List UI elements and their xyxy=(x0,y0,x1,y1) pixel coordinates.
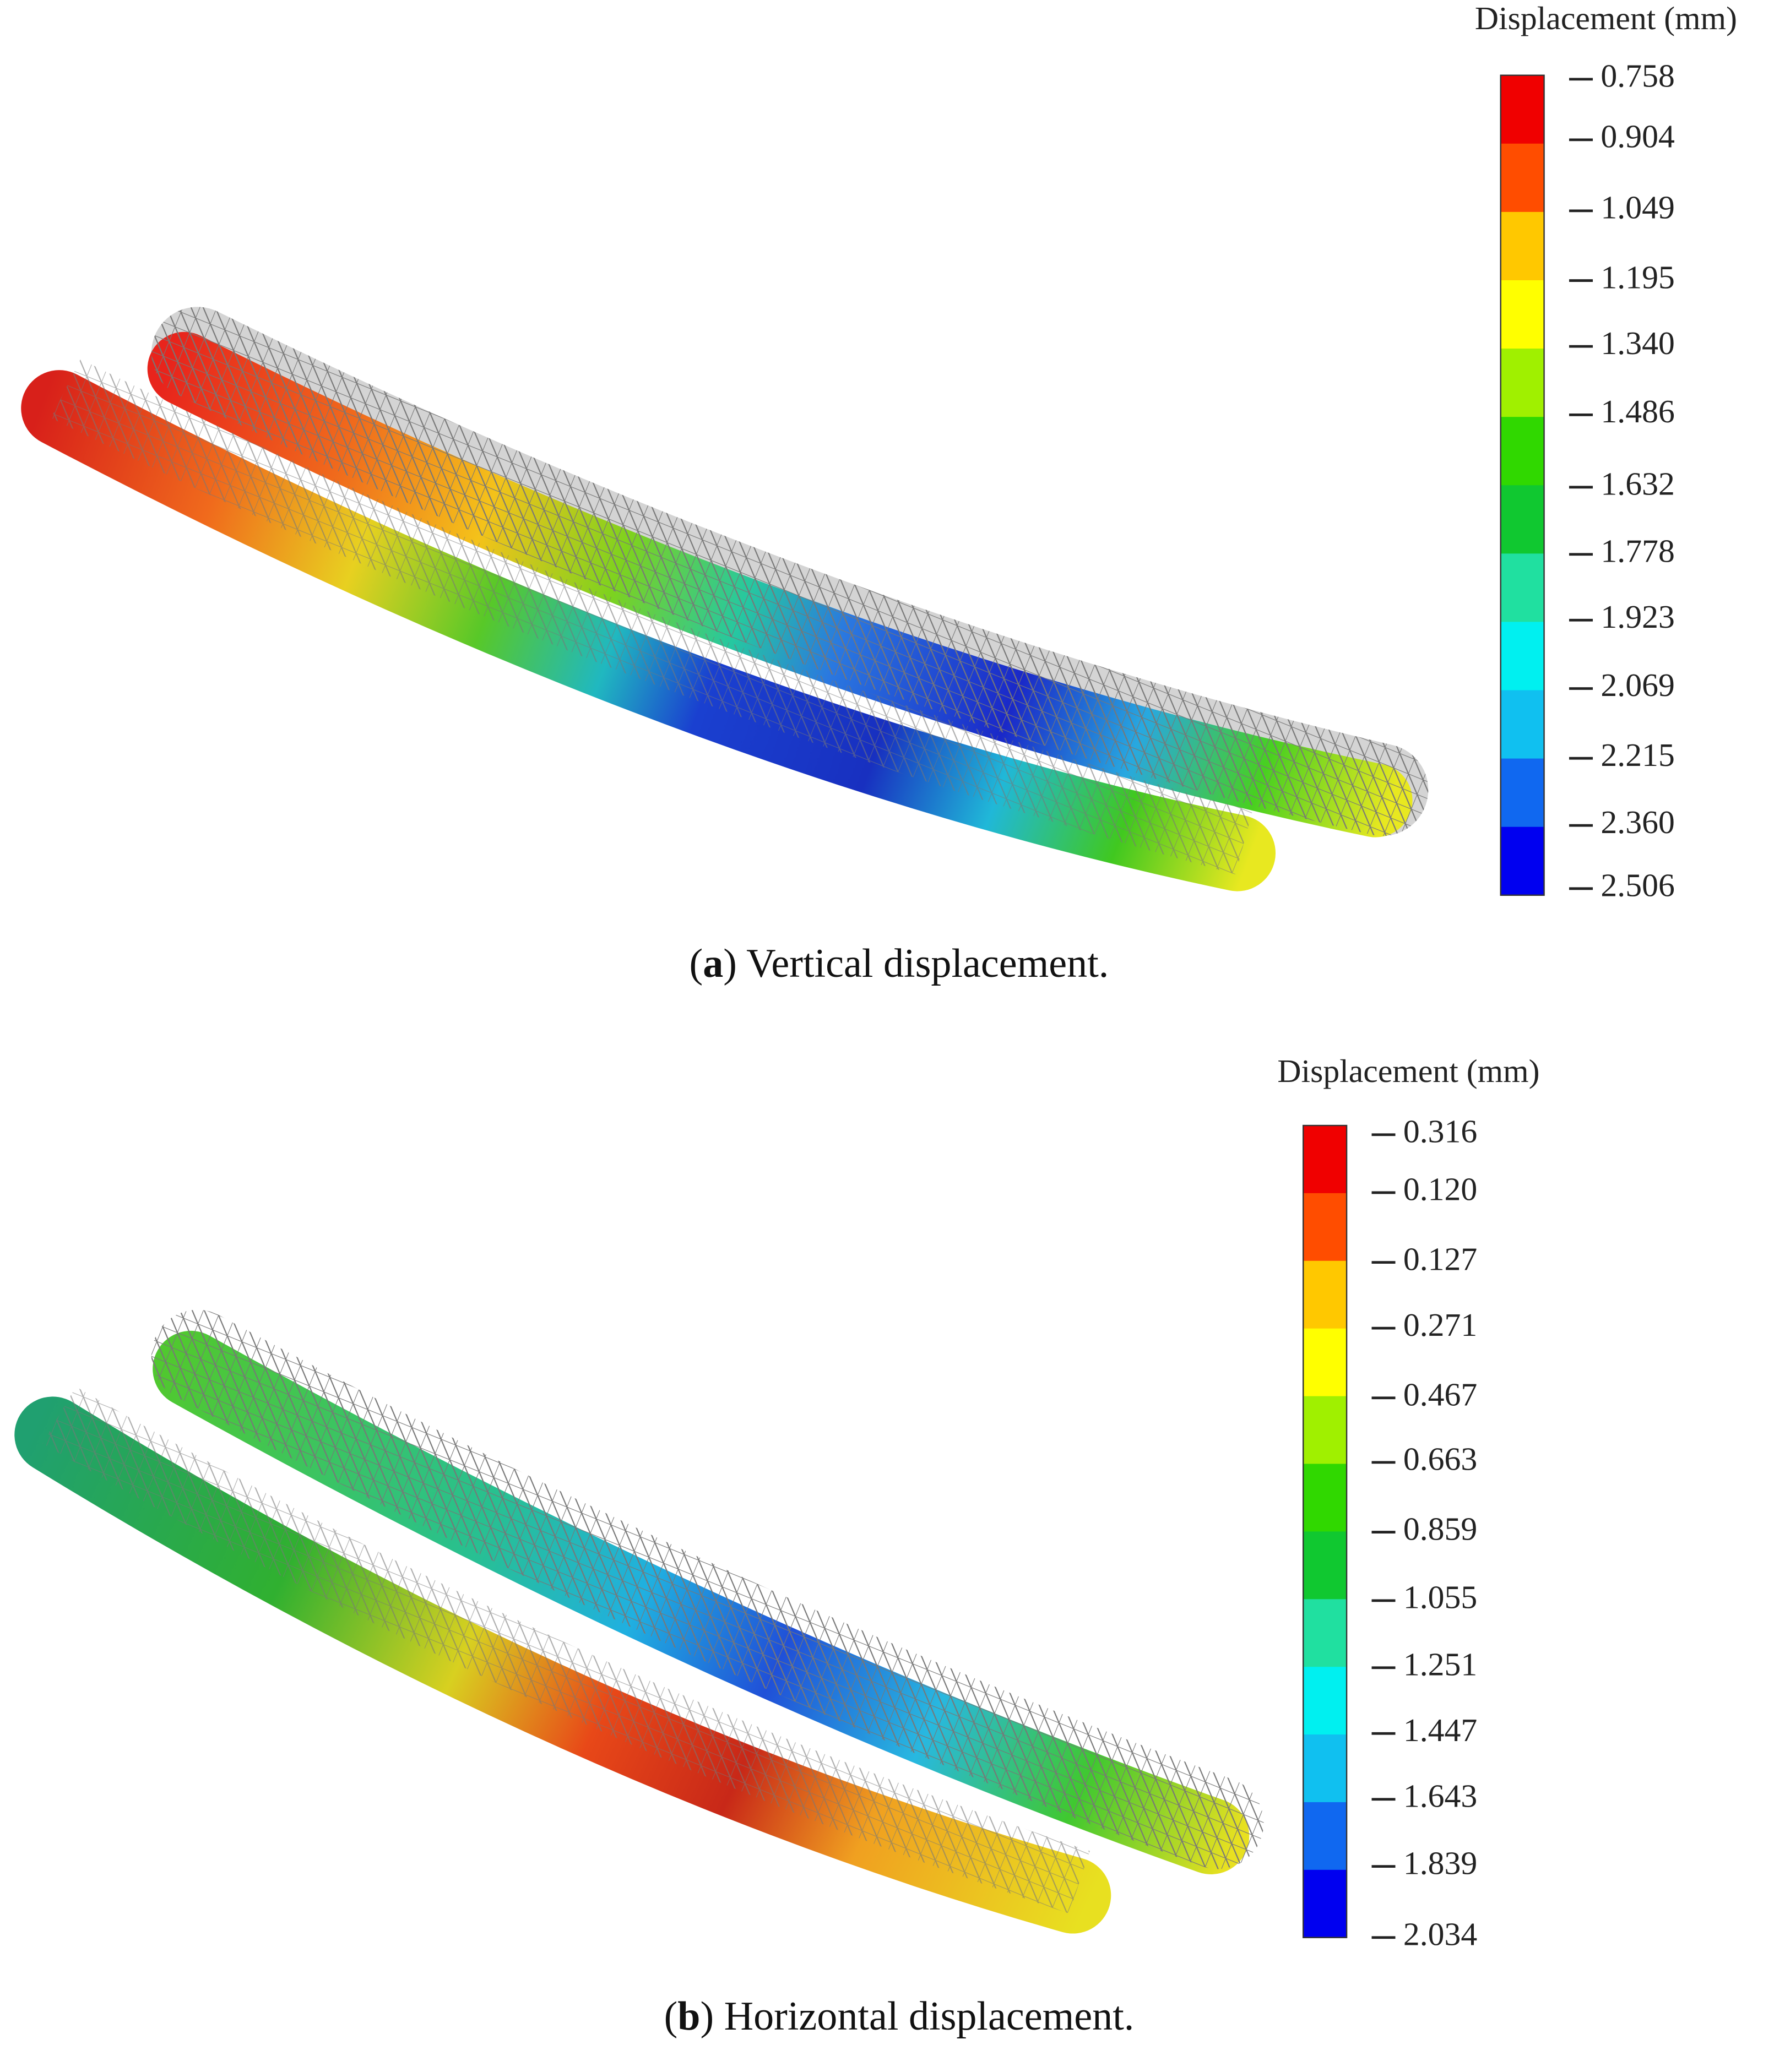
color-segment xyxy=(1303,1125,1347,1194)
tick-label: 1.251 xyxy=(1403,1646,1477,1682)
tick-label: 1.839 xyxy=(1403,1845,1477,1881)
color-segment xyxy=(1303,1396,1347,1465)
tick-label: 0.904 xyxy=(1600,118,1674,155)
color-segment xyxy=(1500,75,1544,144)
color-segment xyxy=(1303,1260,1347,1329)
tick-label: 0.859 xyxy=(1403,1510,1477,1547)
tick-label: 0.271 xyxy=(1403,1307,1477,1343)
tick-label: 0.316 xyxy=(1403,1113,1477,1149)
color-segment xyxy=(1303,1802,1347,1871)
tick-label: 1.447 xyxy=(1403,1712,1477,1748)
tick-label: 0.663 xyxy=(1403,1441,1477,1477)
tick-label: 1.055 xyxy=(1403,1579,1477,1616)
color-segment xyxy=(1500,349,1544,418)
color-segment xyxy=(1500,280,1544,350)
tick-label: 1.195 xyxy=(1600,259,1674,295)
tick-label: 2.069 xyxy=(1600,667,1674,703)
color-segment xyxy=(1303,1869,1347,1938)
tick-label: 1.778 xyxy=(1600,532,1674,569)
tick-label: 0.758 xyxy=(1600,58,1674,94)
color-segment xyxy=(1303,1464,1347,1532)
caption-part: ) Horizontal displacement. xyxy=(700,1994,1134,2039)
colorbar-frame xyxy=(1500,74,1545,896)
caption-part: ( xyxy=(664,1994,678,2039)
color-segment xyxy=(1303,1667,1347,1736)
model-a xyxy=(21,307,1429,891)
colorbar: Displacement (mm) 0.316 0.120 0.127 0.271 0.4… xyxy=(1277,1053,1539,1952)
tick-label: 1.486 xyxy=(1600,393,1674,429)
legend-title: Displacement (mm) xyxy=(1277,1053,1539,1089)
color-segment xyxy=(1303,1734,1347,1803)
caption: (b) Horizontal displacement. xyxy=(664,1994,1135,2039)
color-segment xyxy=(1500,211,1544,281)
tick-label: 1.340 xyxy=(1600,325,1674,361)
color-segment xyxy=(1303,1328,1347,1397)
tick-label: 0.467 xyxy=(1403,1377,1477,1413)
color-segment xyxy=(1500,826,1544,896)
caption-part: b xyxy=(677,1994,700,2039)
caption-part: ( xyxy=(690,941,703,986)
tick-label: 1.643 xyxy=(1403,1777,1477,1814)
color-segment xyxy=(1500,143,1544,213)
caption-part: a xyxy=(703,941,723,986)
tick-label: 1.923 xyxy=(1600,599,1674,635)
colorbar: Displacement (mm) 0.758 0.904 1.049 1.195 1.3… xyxy=(1475,0,1737,903)
color-segment xyxy=(1500,485,1544,554)
color-segment xyxy=(1500,553,1544,623)
color-segment xyxy=(1500,690,1544,759)
tick-label: 1.049 xyxy=(1600,189,1674,226)
tick-label: 2.034 xyxy=(1403,1916,1477,1952)
tick-label: 2.215 xyxy=(1600,737,1674,773)
tick-label: 0.127 xyxy=(1403,1241,1477,1277)
color-segment xyxy=(1500,622,1544,691)
tick-label: 2.360 xyxy=(1600,804,1674,840)
color-segment xyxy=(1303,1193,1347,1262)
caption-part: ) Vertical displacement. xyxy=(723,941,1109,986)
color-segment xyxy=(1303,1599,1347,1668)
color-segment xyxy=(1303,1531,1347,1600)
tick-label: 2.506 xyxy=(1600,867,1674,904)
tick-label: 1.632 xyxy=(1600,466,1674,502)
model-b xyxy=(14,1309,1264,1934)
colorbar-frame xyxy=(1303,1124,1348,1938)
tick-label: 0.120 xyxy=(1403,1171,1477,1208)
color-segment xyxy=(1500,758,1544,828)
color-segment xyxy=(1500,417,1544,486)
legend-title: Displacement (mm) xyxy=(1475,0,1737,36)
caption: (a) Vertical displacement. xyxy=(690,941,1109,986)
